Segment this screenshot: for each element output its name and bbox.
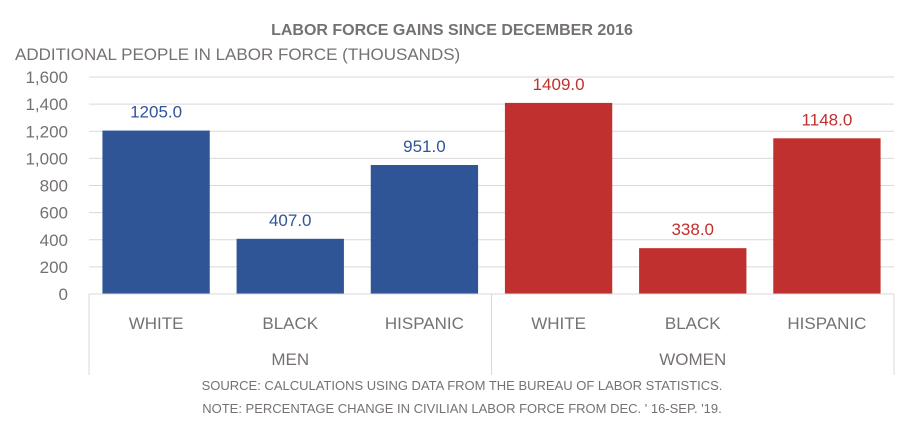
y-tick-label: 1,600 bbox=[25, 68, 68, 87]
x-tick-label: BLACK bbox=[665, 314, 721, 333]
y-tick-label: 0 bbox=[59, 285, 68, 304]
source-note: SOURCE: CALCULATIONS USING DATA FROM THE… bbox=[202, 378, 723, 393]
x-tick-label: BLACK bbox=[262, 314, 318, 333]
data-label: 407.0 bbox=[269, 211, 312, 230]
bar bbox=[102, 130, 210, 294]
y-tick-label: 800 bbox=[40, 177, 68, 196]
footnote: NOTE: PERCENTAGE CHANGE IN CIVILIAN LABO… bbox=[202, 401, 722, 416]
chart-title: LABOR FORCE GAINS SINCE DECEMBER 2016 bbox=[271, 22, 633, 39]
data-label: 951.0 bbox=[403, 137, 446, 156]
data-label: 1148.0 bbox=[802, 110, 853, 129]
bar bbox=[773, 138, 881, 294]
y-axis-label: ADDITIONAL PEOPLE IN LABOR FORCE (THOUSA… bbox=[15, 45, 460, 64]
x-tick-label: HISPANIC bbox=[385, 314, 464, 333]
data-label: 338.0 bbox=[671, 220, 714, 239]
y-tick-label: 600 bbox=[40, 204, 68, 223]
y-tick-label: 1,000 bbox=[25, 149, 68, 168]
x-tick-label: WHITE bbox=[129, 314, 184, 333]
bar bbox=[370, 165, 479, 294]
data-label: 1409.0 bbox=[533, 75, 585, 94]
x-tick-label: WHITE bbox=[531, 314, 586, 333]
y-tick-label: 200 bbox=[40, 258, 68, 277]
y-tick-label: 1,200 bbox=[25, 122, 68, 141]
x-tick-label: HISPANIC bbox=[787, 314, 866, 333]
data-label: 1205.0 bbox=[130, 103, 182, 122]
bar bbox=[236, 238, 344, 294]
y-tick-label: 400 bbox=[40, 231, 68, 250]
bar bbox=[504, 102, 613, 294]
group-label: MEN bbox=[271, 350, 309, 369]
y-tick-label: 1,400 bbox=[25, 95, 68, 114]
group-label: WOMEN bbox=[659, 350, 726, 369]
bar bbox=[639, 248, 747, 294]
